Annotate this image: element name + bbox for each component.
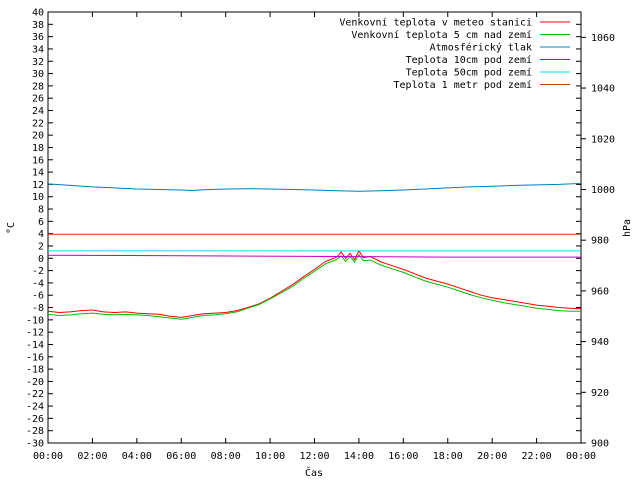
y-tick-label: 10	[32, 192, 44, 203]
y-tick-label: 36	[32, 32, 44, 43]
x-tick-label: 18:00	[433, 451, 463, 462]
y-tick-label: 34	[32, 44, 44, 55]
x-tick-label: 00:00	[566, 451, 596, 462]
legend: Venkovní teplota v meteo staniciVenkovní…	[339, 17, 570, 91]
y-tick-label: 38	[32, 20, 44, 31]
y-tick-label: 16	[32, 155, 44, 166]
y-axis-ticks: 4038363432302826242220181614121086420-2-…	[26, 8, 581, 450]
x-tick-label: 04:00	[122, 451, 152, 462]
x-tick-label: 02:00	[77, 451, 107, 462]
x-axis-label: Čas	[305, 466, 323, 479]
legend-label: Atmosférický tlak	[430, 42, 532, 54]
y-tick-label: -24	[26, 402, 44, 413]
y2-axis-label: hPa	[622, 219, 633, 237]
y-tick-label: 24	[32, 106, 44, 117]
x-tick-label: 20:00	[477, 451, 507, 462]
y-tick-label: -22	[26, 389, 44, 400]
y-tick-label: -4	[32, 278, 44, 289]
y2-tick-label: 940	[591, 337, 609, 348]
x-tick-label: 16:00	[388, 451, 418, 462]
y-tick-label: 18	[32, 143, 44, 154]
y-tick-label: -12	[26, 328, 44, 339]
y2-tick-label: 980	[591, 236, 609, 247]
y-tick-label: -30	[26, 439, 44, 450]
legend-label: Venkovní teplota 5 cm nad zemí	[351, 29, 532, 41]
x-axis-ticks: 00:00 02:00 04:00 06:00 08:00 10:00 12:00 14:00…	[33, 12, 596, 462]
x-tick-label: 14:00	[344, 451, 374, 462]
y-tick-label: 26	[32, 94, 44, 105]
series-lines	[47, 182, 582, 320]
y-tick-label: 0	[38, 254, 44, 265]
x-tick-label: 12:00	[299, 451, 329, 462]
y2-tick-label: 960	[591, 286, 609, 297]
y-tick-label: 8	[38, 205, 44, 216]
y2-tick-label: 1020	[591, 134, 615, 145]
x-tick-label: 10:00	[255, 451, 285, 462]
y-tick-label: 30	[32, 69, 44, 80]
y2-tick-label: 1000	[591, 185, 615, 196]
y-tick-label: -26	[26, 414, 44, 425]
y-tick-label: 4	[38, 229, 44, 240]
y-tick-label: -28	[26, 426, 44, 437]
legend-label: Teplota 1 metr pod zemí	[394, 79, 532, 91]
y2-tick-label: 920	[591, 388, 609, 399]
series-line-1	[47, 249, 582, 318]
y-tick-label: 22	[32, 118, 44, 129]
y2-tick-label: 1060	[591, 33, 615, 44]
x-tick-label: 00:00	[33, 451, 63, 462]
y-tick-label: 12	[32, 180, 44, 191]
legend-label: Teplota 50cm pod zemí	[406, 67, 532, 79]
y-tick-label: -16	[26, 352, 44, 363]
y-tick-label: 20	[32, 131, 44, 142]
y-tick-label: 28	[32, 81, 44, 92]
x-tick-label: 06:00	[166, 451, 196, 462]
y-tick-label: -8	[32, 303, 44, 314]
y-tick-label: 14	[32, 168, 44, 179]
series-line-2	[47, 253, 581, 320]
x-tick-label: 22:00	[522, 451, 552, 462]
y-tick-label: -10	[26, 315, 44, 326]
legend-label: Venkovní teplota v meteo stanici	[339, 17, 532, 29]
y-tick-label: 32	[32, 57, 44, 68]
y2-tick-label: 1040	[591, 84, 615, 95]
legend-label: Teplota 10cm pod zemí	[406, 54, 532, 66]
x-tick-label: 08:00	[211, 451, 241, 462]
y-tick-label: -20	[26, 377, 44, 388]
y-tick-label: -6	[32, 291, 44, 302]
y-tick-label: 2	[38, 241, 44, 252]
y-tick-label: 40	[32, 8, 44, 19]
y2-axis-ticks: 1060 1040 1020 1000 980 960 940 920 900	[581, 33, 615, 450]
y2-tick-label: 900	[591, 439, 609, 450]
y-tick-label: -2	[32, 266, 44, 277]
y-tick-label: -14	[26, 340, 44, 351]
y-tick-label: 6	[38, 217, 44, 228]
y-tick-label: -18	[26, 365, 44, 376]
y-axis-label: °C	[6, 222, 17, 234]
series-line-4	[47, 254, 581, 258]
series-line-3	[47, 182, 582, 192]
